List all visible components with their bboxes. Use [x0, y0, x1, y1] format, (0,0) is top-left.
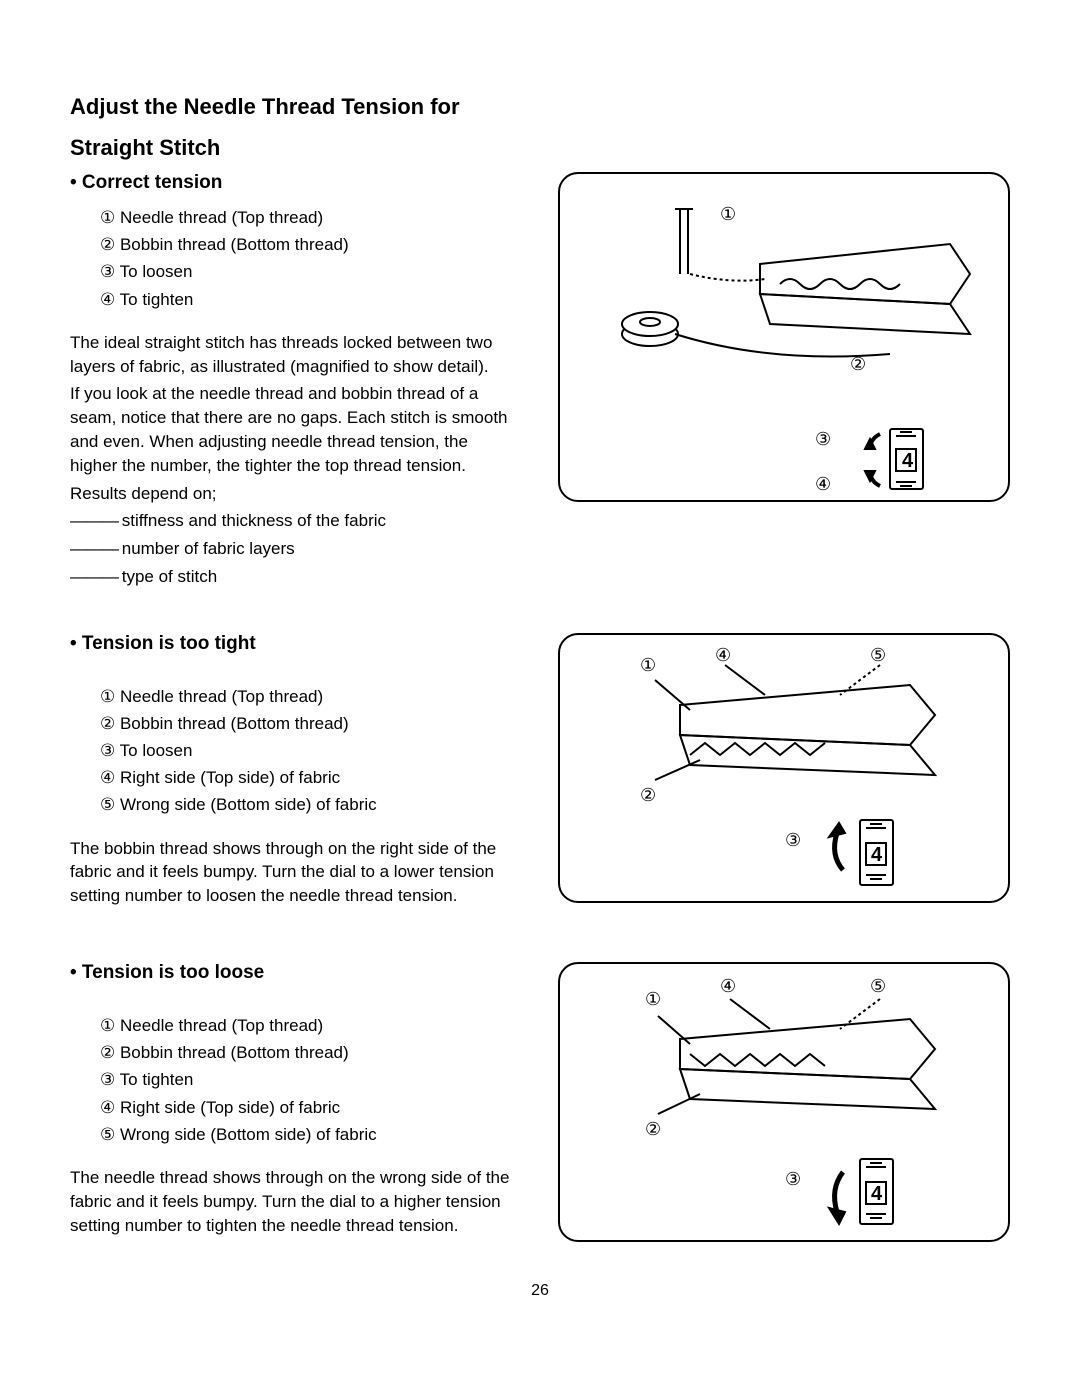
callout-4: ④ [815, 474, 831, 495]
list-item: ④ To tighten [100, 286, 518, 313]
tension-dial-down-icon: 4 [815, 1154, 900, 1234]
list-item: ② Bobbin thread (Bottom thread) [100, 231, 518, 258]
section3-heading: • Tension is too loose [70, 962, 518, 984]
title-line-2: Straight Stitch [70, 131, 1010, 164]
section1-para1: The ideal straight stitch has threads lo… [70, 331, 518, 379]
section2-para1: The bobbin thread shows through on the r… [70, 837, 518, 908]
fabric-stitch-diagram [620, 194, 980, 364]
svg-text:4: 4 [902, 450, 914, 472]
section1-para2: If you look at the needle thread and bob… [70, 382, 518, 477]
callout-3: ③ [785, 830, 801, 851]
section1-items: ① Needle thread (Top thread) ② Bobbin th… [70, 204, 518, 313]
list-item: ⑤ Wrong side (Bottom side) of fabric [100, 791, 518, 818]
tension-dial-icon: 4 [850, 424, 930, 499]
depends-item: stiffness and thickness of the fabric [70, 509, 518, 533]
list-item: ③ To loosen [100, 258, 518, 285]
main-title: Adjust the Needle Thread Tension for Str… [70, 90, 1010, 164]
list-item: ③ To loosen [100, 737, 518, 764]
depends-item: number of fabric layers [70, 537, 518, 561]
tension-dial-up-icon: 4 [815, 815, 900, 893]
list-item: ① Needle thread (Top thread) [100, 204, 518, 231]
title-line-1: Adjust the Needle Thread Tension for [70, 90, 1010, 123]
list-item: ④ Right side (Top side) of fabric [100, 1094, 518, 1121]
list-item: ⑤ Wrong side (Bottom side) of fabric [100, 1121, 518, 1148]
section3-items: ① Needle thread (Top thread) ② Bobbin th… [70, 1012, 518, 1148]
section2-text: • Tension is too tight ① Needle thread (… [70, 633, 518, 912]
callout-3: ③ [815, 429, 831, 450]
section1-text: • Correct tension ① Needle thread (Top t… [70, 172, 518, 593]
svg-text:4: 4 [871, 844, 883, 866]
callout-3: ③ [785, 1169, 801, 1190]
section2-heading: • Tension is too tight [70, 633, 518, 655]
fabric-tight-diagram [630, 660, 950, 790]
list-item: ② Bobbin thread (Bottom thread) [100, 1039, 518, 1066]
section-too-tight: • Tension is too tight ① Needle thread (… [70, 633, 1010, 912]
figure-too-loose: ① ④ ⑤ ② ③ 4 [558, 962, 1010, 1242]
page-number: 26 [70, 1282, 1010, 1300]
section-too-loose: • Tension is too loose ① Needle thread (… [70, 962, 1010, 1242]
svg-text:4: 4 [871, 1183, 883, 1205]
section1-para3: Results depend on; [70, 482, 518, 506]
list-item: ④ Right side (Top side) of fabric [100, 764, 518, 791]
section2-items: ① Needle thread (Top thread) ② Bobbin th… [70, 683, 518, 819]
figure-correct-tension: ① ② ③ ④ 4 [558, 172, 1010, 502]
figure-too-tight: ① ④ ⑤ ② ③ 4 [558, 633, 1010, 903]
list-item: ③ To tighten [100, 1066, 518, 1093]
list-item: ② Bobbin thread (Bottom thread) [100, 710, 518, 737]
list-item: ① Needle thread (Top thread) [100, 683, 518, 710]
section1-heading: • Correct tension [70, 172, 518, 194]
section3-text: • Tension is too loose ① Needle thread (… [70, 962, 518, 1242]
list-item: ① Needle thread (Top thread) [100, 1012, 518, 1039]
depends-item: type of stitch [70, 565, 518, 589]
section3-para1: The needle thread shows through on the w… [70, 1166, 518, 1237]
section-correct-tension: • Correct tension ① Needle thread (Top t… [70, 172, 1010, 593]
fabric-loose-diagram [630, 994, 950, 1124]
